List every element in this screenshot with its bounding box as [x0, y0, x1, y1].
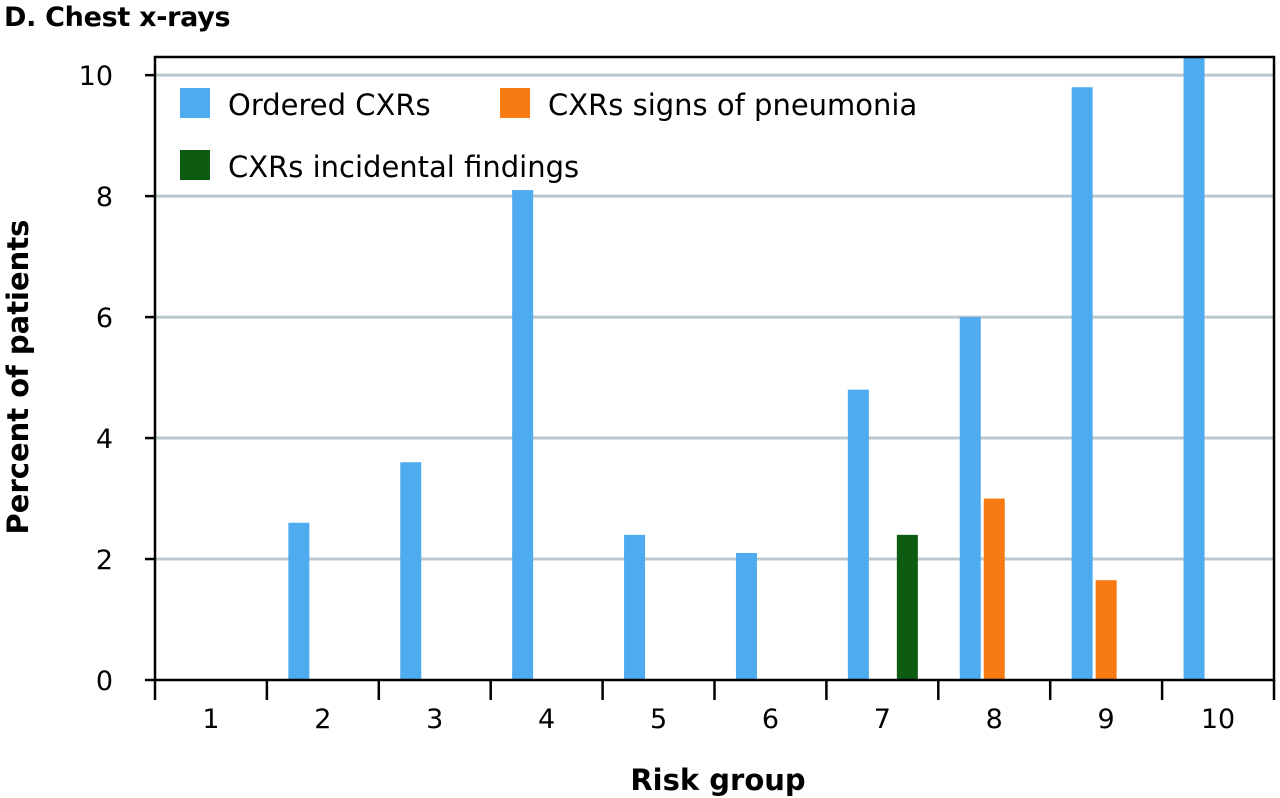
y-tick-label-8: 8: [96, 182, 113, 213]
legend-label-ordered-cxrs: Ordered CXRs: [228, 88, 431, 122]
bar-cxrs-signs-of-pneumonia-group-8: [983, 498, 1005, 680]
bar-ordered-cxrs-group-7: [847, 389, 869, 680]
x-tick-label-2: 2: [314, 704, 331, 735]
x-tick-label-8: 8: [986, 704, 1003, 735]
legend-swatch-cxrs-incidental-findings: [180, 150, 210, 180]
x-tick-label-4: 4: [538, 704, 555, 735]
y-tick-label-10: 10: [79, 61, 113, 92]
bar-ordered-cxrs-group-9: [1071, 87, 1093, 680]
x-tick-label-7: 7: [874, 704, 891, 735]
x-tick-label-5: 5: [650, 704, 667, 735]
y-tick-label-4: 4: [96, 424, 113, 455]
bar-ordered-cxrs-group-4: [512, 190, 534, 680]
bar-cxrs-signs-of-pneumonia-group-9: [1095, 580, 1117, 680]
x-tick-label-6: 6: [762, 704, 779, 735]
y-tick-label-2: 2: [96, 545, 113, 576]
bar-ordered-cxrs-group-3: [400, 462, 422, 680]
bar-ordered-cxrs-group-2: [288, 522, 310, 680]
x-tick-label-1: 1: [202, 704, 219, 735]
legend: Ordered CXRs CXRs signs of pneumonia CXRs …: [180, 88, 917, 184]
bars: [288, 57, 1205, 680]
bar-ordered-cxrs-group-6: [735, 552, 757, 680]
legend-swatch-cxrs-signs-of-pneumonia: [500, 88, 530, 118]
legend-label-cxrs-signs-of-pneumonia: CXRs signs of pneumonia: [548, 88, 917, 122]
x-tick-label-10: 10: [1201, 704, 1235, 735]
bar-ordered-cxrs-group-10: [1183, 57, 1205, 680]
legend-label-cxrs-incidental-findings: CXRs incidental findings: [228, 150, 579, 184]
chart-title: D. Chest x-rays: [4, 2, 231, 33]
bar-cxrs-incidental-findings-group-7: [896, 534, 918, 680]
y-axis-title: Percent of patients: [1, 220, 35, 535]
x-axis-title: Risk group: [630, 763, 805, 797]
bar-ordered-cxrs-group-8: [959, 317, 981, 680]
bar-ordered-cxrs-group-5: [624, 534, 646, 680]
x-tick-label-3: 3: [426, 704, 443, 735]
x-tick-label-9: 9: [1098, 704, 1115, 735]
legend-swatch-ordered-cxrs: [180, 88, 210, 118]
y-tick-label-0: 0: [96, 666, 113, 697]
grid-lines: [155, 73, 1274, 561]
y-tick-label-6: 6: [96, 303, 113, 334]
